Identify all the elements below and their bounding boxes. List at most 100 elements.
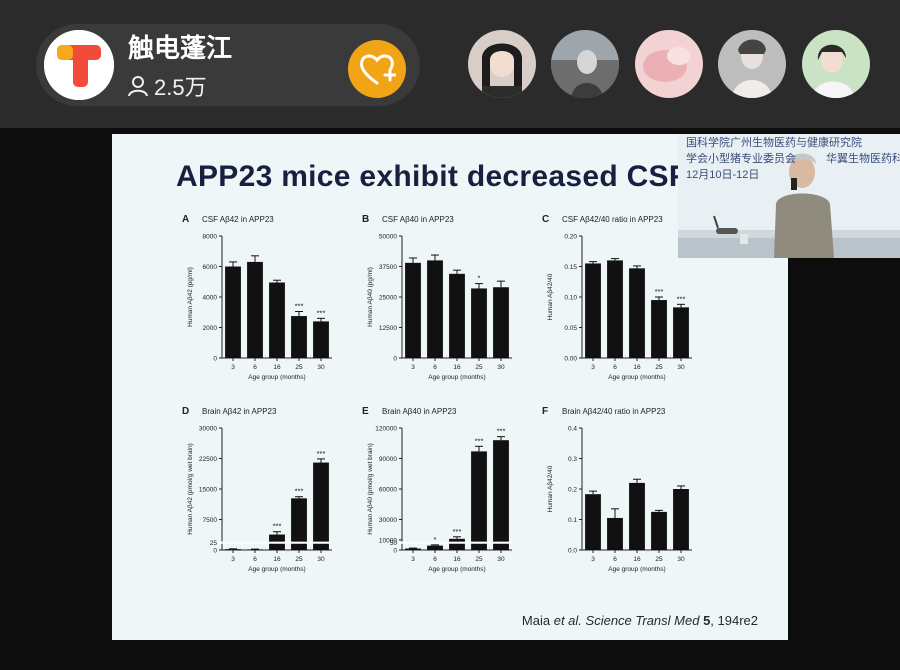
viewer-avatar-4[interactable] [718,30,786,98]
significance-marker: *** [273,522,282,531]
x-tick-label: 25 [295,364,303,371]
chart-title: CSF Aβ40 in APP23 [382,215,454,224]
x-tick-label: 16 [273,364,281,371]
x-tick-label: 30 [317,556,325,563]
bar-6 [607,517,623,550]
bar-16 [269,282,285,358]
chart-title: Brain Aβ40 in APP23 [382,407,457,416]
panel-letter: C [542,214,549,225]
pip-banner-line-2: 学会小型猪专业委员会 [686,153,796,165]
y-axis-label: Human Aβ42 (pg/ml) [187,267,194,327]
y-tick-label: 7500 [203,517,218,524]
chart-panel-c: C CSF Aβ42/40 ratio in APP23 0.00 0.05 0.10 0… [542,210,702,394]
bar-30 [493,440,509,550]
bar-25 [471,288,487,358]
bar-16 [449,273,465,358]
heart-plus-icon [360,54,396,85]
x-axis-label: Age group (months) [428,566,485,573]
panel-letter: B [362,214,369,225]
viewer-avatar-3[interactable] [635,30,703,98]
bar-16 [449,538,465,550]
bar-3 [405,262,421,358]
chart-panel-f: F Brain Aβ42/40 ratio in APP23 0.0 0.1 0.2 0.… [542,402,702,586]
y-tick-label: 6000 [203,264,218,271]
y-tick-label: 0.2 [568,487,577,494]
x-axis-label: Age group (months) [248,566,305,573]
citation-et-al: et al. [553,613,582,628]
x-tick-label: 3 [411,556,415,563]
chart-title: CSF Aβ42/40 ratio in APP23 [562,215,663,224]
significance-marker: *** [475,436,484,445]
y-tick-label: 50 [390,540,398,547]
x-tick-label: 6 [433,556,437,563]
person-icon [128,76,148,97]
citation: Maia et al. Science Transl Med 5, 194re2 [522,613,758,628]
x-axis-label: Age group (months) [608,374,665,381]
bar-3 [585,494,601,550]
t-logo-icon[interactable] [44,30,114,100]
pip-banner-line-1: 国科学院广州生物医药与健康研究院 [686,137,862,149]
y-tick-label: 0 [213,548,217,555]
x-tick-label: 30 [497,556,505,563]
significance-marker: *** [317,449,326,458]
significance-marker: *** [295,301,304,310]
y-tick-label: 0.1 [568,517,577,524]
bar-25 [471,451,487,550]
y-tick-label: 0 [393,548,397,555]
bar-30 [313,462,329,550]
viewer-avatar-1[interactable] [468,30,536,98]
significance-marker: *** [295,487,304,496]
bar-16 [629,482,645,550]
citation-volume: 5 [699,613,711,628]
presentation-slide: APP23 mice exhibit decreased CSF A CSF Aβ… [112,134,788,640]
y-tick-label: 0.10 [564,295,577,302]
chart-svg: D Brain Aβ42 in APP2302575001500022500300… [182,406,332,573]
x-tick-label: 3 [231,556,235,563]
x-tick-label: 16 [273,556,281,563]
bar-6 [607,260,623,358]
chart-svg: A CSF Aβ42 in APP23 0 2000 4000 6000 8000 Human… [182,214,332,381]
pip-banner-line-3: 华翼生物医药科技有 [826,153,900,165]
x-tick-label: 16 [453,556,461,563]
y-tick-label: 0 [213,356,217,363]
bar-3 [225,549,241,550]
y-axis-label: Human Aβ40 (pg/ml) [367,267,374,327]
y-tick-label: 2000 [203,325,218,332]
y-tick-label: 37500 [379,264,397,271]
x-tick-label: 25 [655,556,663,563]
y-tick-label: 10000 [379,537,397,544]
viewer-avatar-2[interactable] [551,30,619,98]
y-tick-label: 120000 [375,426,397,433]
chart-title: Brain Aβ42 in APP23 [202,407,277,416]
speaker-camera-pip[interactable]: 国科学院广州生物医药与健康研究院 学会小型猪专业委员会 华翼生物医药科技有 12… [678,134,900,258]
x-tick-label: 30 [677,364,685,371]
bar-6 [427,260,443,358]
x-tick-label: 16 [633,556,641,563]
bar-25 [651,300,667,358]
x-axis-label: Age group (months) [428,374,485,381]
y-axis-label: Human Aβ40 (pmol/g wet brain) [367,443,374,535]
x-tick-label: 6 [253,556,257,563]
viewer-count: 2.5万 [128,70,207,102]
slide-title: APP23 mice exhibit decreased CSF [176,160,688,193]
x-tick-label: 6 [613,556,617,563]
x-tick-label: 25 [475,364,483,371]
x-tick-label: 30 [317,364,325,371]
x-tick-label: 6 [253,364,257,371]
chart-title: CSF Aβ42 in APP23 [202,215,274,224]
panel-letter: F [542,406,548,417]
speaker-figure [678,134,900,258]
y-tick-label: 15000 [199,487,217,494]
bar-3 [405,548,421,550]
bar-30 [313,321,329,358]
significance-marker: *** [317,308,326,317]
x-tick-label: 16 [633,364,641,371]
chart-panel-b: B CSF Aβ40 in APP23 0 12500 25000 37500 50000 H… [362,210,522,394]
x-tick-label: 25 [295,556,303,563]
viewer-avatar-5[interactable] [802,30,870,98]
x-axis-label: Age group (months) [248,374,305,381]
chart-panel-e: E Brain Aβ40 in APP23 0 50 10000 30000 60000 90… [362,402,522,586]
follow-button[interactable] [348,40,406,98]
y-tick-label: 0.15 [564,264,577,271]
